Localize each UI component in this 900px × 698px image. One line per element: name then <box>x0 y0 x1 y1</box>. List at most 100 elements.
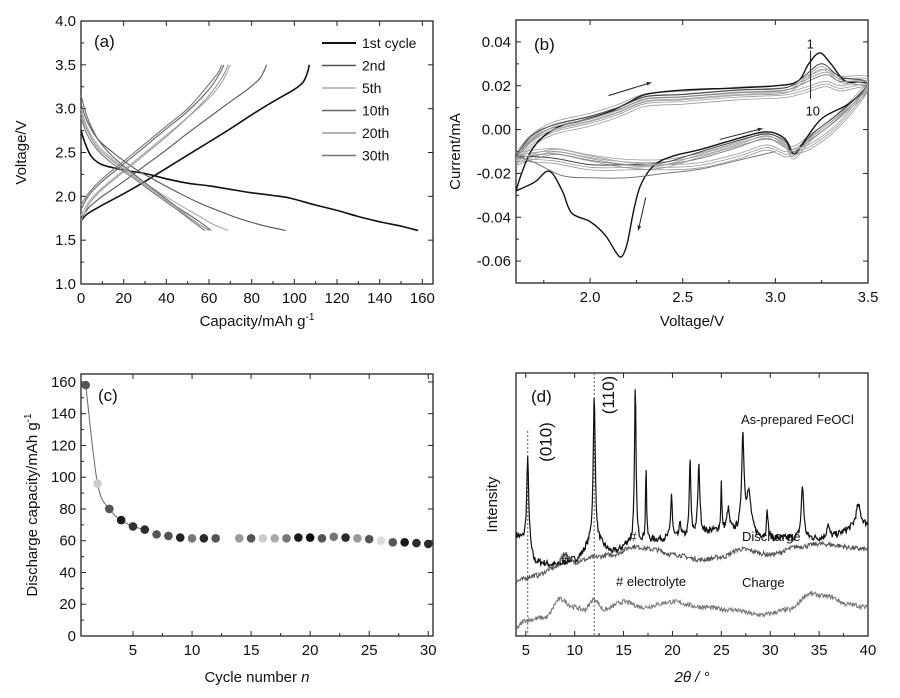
fit-line <box>85 385 145 531</box>
xrd-trace-charge <box>516 589 869 630</box>
series-20th <box>80 64 229 231</box>
data-point-cycle-29 <box>412 538 421 548</box>
arrow-down-scan <box>637 197 647 231</box>
data-point-cycle-26 <box>376 536 386 546</box>
y-tick-label: 0.00 <box>482 122 511 139</box>
y-tick-label: 160 <box>51 374 76 391</box>
x-axis-title-superscript: -1 <box>305 312 314 323</box>
data-point-cycle-3 <box>105 504 114 514</box>
discharge-curve <box>80 130 419 232</box>
x-tick-label: 10 <box>566 642 583 659</box>
x-tick-label: 15 <box>615 642 632 659</box>
x-tick-label: 80 <box>243 290 260 307</box>
x-tick-label: 20 <box>664 642 681 659</box>
arrow-forward-scan-head <box>646 81 652 86</box>
y-tick-label: 100 <box>51 469 76 486</box>
y-tick-label: 4.0 <box>55 13 76 30</box>
y-tick-label: 40 <box>59 564 76 581</box>
cv-cycle-10 <box>516 80 868 166</box>
y-axis-title-superscript: -1 <box>23 413 34 422</box>
y-tick-label: 2.0 <box>55 188 76 205</box>
data-point-cycle-2 <box>93 479 102 488</box>
data-point-cycle-15 <box>246 534 256 543</box>
data-point-cycle-14 <box>234 534 244 543</box>
x-tick-label: 60 <box>201 290 218 307</box>
panel-label-b: (b) <box>534 35 555 54</box>
x-tick-label: 120 <box>324 290 349 307</box>
discharge-curve <box>80 112 210 231</box>
label-charge: Charge <box>742 575 785 590</box>
data-point-cycle-9 <box>175 533 185 542</box>
plot-frame <box>80 373 434 637</box>
series-10th <box>80 64 225 231</box>
x-tick-label: 3.0 <box>765 289 786 306</box>
peak-label: (010) <box>537 422 556 462</box>
cycle-start-label: 1 <box>807 36 814 51</box>
y-tick-label: 1.5 <box>55 232 76 249</box>
panel-label-d: (d) <box>531 387 552 406</box>
series-30th <box>80 64 223 231</box>
cv-cycle-intermediate <box>516 86 868 171</box>
x-tick-label: 40 <box>860 642 877 659</box>
legend-label: 30th <box>362 148 389 164</box>
data-point-cycle-18 <box>282 534 291 543</box>
panel-label-a: (a) <box>94 32 115 51</box>
arrow-mid-scan-head <box>757 127 763 132</box>
y-tick-label: 3.5 <box>55 57 76 74</box>
y-tick-label: 0.02 <box>482 78 511 95</box>
x-axis-title: Voltage/V <box>660 313 724 330</box>
arrow-down-scan-head <box>637 225 642 231</box>
data-point-cycle-22 <box>329 532 339 542</box>
x-tick-label: 30 <box>420 642 437 659</box>
discharge-curve <box>80 108 229 232</box>
data-point-cycle-8 <box>164 531 173 541</box>
y-axis-title: Voltage/V <box>13 120 30 184</box>
data-point-cycle-20 <box>305 533 315 542</box>
charge-curve <box>80 64 311 222</box>
data-point-cycle-1 <box>81 380 91 390</box>
charge-curve <box>80 64 231 216</box>
cv-curves <box>516 52 868 258</box>
panel-b-cyclic-voltammetry: 2.0 2.5 3.0 3.5 -0.06 -0.04 -0.02 0.00 0.02 0.04 (… <box>447 19 878 330</box>
cv-cycle-intermediate <box>516 83 868 168</box>
legend-label: 5th <box>362 80 381 96</box>
discharge-curve <box>80 95 212 231</box>
y-tick-label: 60 <box>59 533 76 550</box>
panel-d-xrd: 5 10 15 20 25 30 35 40 (d) 2θ / ° Intensity (010) (1… <box>484 372 877 686</box>
y-tick-label: -0.06 <box>477 253 511 270</box>
y-tick-label: 140 <box>51 406 76 423</box>
x-tick-label: 140 <box>367 290 392 307</box>
arrow-mid-scan <box>719 128 763 140</box>
x-tick-label: 2.5 <box>672 289 693 306</box>
peak-label: (110) <box>599 376 618 414</box>
panel-a-capacity-voltage: 0 20 40 60 80 100 120 140 160 1.0 1.5 2.0 2.5 3.0 3.5 4… <box>13 13 435 330</box>
cv-cycle-2 <box>516 63 868 166</box>
data-point-cycle-27 <box>388 538 398 547</box>
x-tick-label: 30 <box>762 642 779 659</box>
y-tick-label: -0.02 <box>477 165 511 182</box>
x-tick-label: 15 <box>243 642 260 659</box>
y-axis-title: Current/mA <box>447 113 464 190</box>
xrd-trace-as-prepared-feocl <box>515 389 869 568</box>
x-axis-title: Cycle number n <box>204 669 309 686</box>
data-point-cycle-7 <box>152 530 161 539</box>
panel-c-cycling: 5 10 15 20 25 30 0 20 40 60 80 100 120 140 160 (c) Cycle… <box>23 373 437 686</box>
legend-label: 20th <box>362 125 389 141</box>
y-tick-label: 80 <box>59 501 76 518</box>
data-point-cycle-19 <box>294 533 303 542</box>
x-tick-label: 2.0 <box>580 289 601 306</box>
data-point-cycle-10 <box>187 534 197 543</box>
x-tick-label: 5 <box>129 642 137 659</box>
data-point-cycle-25 <box>364 534 374 544</box>
y-tick-label: -0.04 <box>477 209 511 226</box>
data-point-cycle-24 <box>353 534 362 543</box>
x-tick-label: 160 <box>410 290 435 307</box>
data-point-cycle-6 <box>140 525 150 534</box>
x-tick-label: 20 <box>115 290 132 307</box>
series-2nd <box>80 64 286 232</box>
cv-cycle-1-second-branch- <box>516 151 776 179</box>
y-tick-label: 120 <box>51 437 76 454</box>
data-point-cycle-5 <box>128 522 138 531</box>
data-point-cycle-4 <box>116 515 126 525</box>
